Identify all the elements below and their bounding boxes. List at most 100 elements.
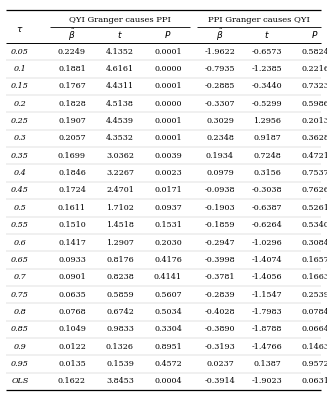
Text: 0.1657: 0.1657 [301,256,327,264]
Text: 0.1699: 0.1699 [58,152,86,160]
Text: -1.9622: -1.9622 [205,48,235,56]
Text: 0.8176: 0.8176 [106,256,134,264]
Text: -1.8788: -1.8788 [252,325,282,333]
Text: 0.4572: 0.4572 [154,360,182,368]
Text: 0.5034: 0.5034 [154,308,182,316]
Text: 0.0001: 0.0001 [154,134,182,142]
Text: 0.8951: 0.8951 [154,343,182,351]
Text: -0.6387: -0.6387 [252,204,282,212]
Text: 0.0171: 0.0171 [154,186,182,194]
Text: 0.25: 0.25 [11,117,29,125]
Text: 4.4539: 4.4539 [106,117,134,125]
Text: 0.1828: 0.1828 [58,100,86,108]
Text: -0.2839: -0.2839 [205,290,235,298]
Text: 4.5138: 4.5138 [106,100,134,108]
Text: 0.7248: 0.7248 [253,152,281,160]
Text: 0.75: 0.75 [11,290,29,298]
Text: -1.9023: -1.9023 [251,377,283,385]
Text: 0.0001: 0.0001 [154,48,182,56]
Text: 0.55: 0.55 [11,221,29,229]
Text: -0.4028: -0.4028 [205,308,235,316]
Text: 0.2: 0.2 [14,100,26,108]
Text: 1.4518: 1.4518 [106,221,134,229]
Text: -0.3193: -0.3193 [205,343,235,351]
Text: -0.5299: -0.5299 [252,100,282,108]
Text: -0.1859: -0.1859 [205,221,235,229]
Text: 0.0001: 0.0001 [154,82,182,90]
Text: 0.3084: 0.3084 [301,238,327,246]
Text: 0.2216: 0.2216 [301,65,327,73]
Text: 0.5824: 0.5824 [301,48,327,56]
Text: 0.0635: 0.0635 [58,290,86,298]
Text: 0.2249: 0.2249 [58,48,86,56]
Text: $\hat{\beta}$: $\hat{\beta}$ [68,27,76,43]
Text: 0.8238: 0.8238 [106,273,134,281]
Text: 0.5: 0.5 [14,204,26,212]
Text: QYI Granger causes PPI: QYI Granger causes PPI [69,16,171,24]
Text: 0.0135: 0.0135 [58,360,86,368]
Text: 4.6161: 4.6161 [106,65,134,73]
Text: 0.1539: 0.1539 [106,360,134,368]
Text: 0.0901: 0.0901 [58,273,86,281]
Text: 3.8453: 3.8453 [106,377,134,385]
Text: 0.4: 0.4 [14,169,26,177]
Text: 0.6742: 0.6742 [106,308,134,316]
Text: -0.3890: -0.3890 [205,325,235,333]
Text: 0.9572: 0.9572 [301,360,327,368]
Text: 0.7537: 0.7537 [301,169,327,177]
Text: 0.0000: 0.0000 [154,100,182,108]
Text: 0.2013: 0.2013 [301,117,327,125]
Text: 0.5261: 0.5261 [301,204,327,212]
Text: 0.85: 0.85 [11,325,29,333]
Text: 0.1907: 0.1907 [58,117,86,125]
Text: 0.0933: 0.0933 [58,256,86,264]
Text: 0.0001: 0.0001 [154,117,182,125]
Text: 0.0039: 0.0039 [154,152,182,160]
Text: 0.2348: 0.2348 [206,134,234,142]
Text: 0.05: 0.05 [11,48,29,56]
Text: 0.1510: 0.1510 [58,221,86,229]
Text: 2.4701: 2.4701 [106,186,134,194]
Text: 0.3628: 0.3628 [301,134,327,142]
Text: -1.4074: -1.4074 [252,256,282,264]
Text: 0.1663: 0.1663 [301,273,327,281]
Text: -0.3038: -0.3038 [252,186,282,194]
Text: 0.3156: 0.3156 [253,169,281,177]
Text: -0.7935: -0.7935 [205,65,235,73]
Text: 0.0937: 0.0937 [154,204,182,212]
Text: 0.6: 0.6 [14,238,26,246]
Text: -0.3440: -0.3440 [252,82,282,90]
Text: $t$: $t$ [264,30,270,40]
Text: 0.1611: 0.1611 [58,204,86,212]
Text: -1.1547: -1.1547 [252,290,282,298]
Text: 0.1463: 0.1463 [301,343,327,351]
Text: 1.7102: 1.7102 [106,204,134,212]
Text: 3.0362: 3.0362 [106,152,134,160]
Text: 0.1846: 0.1846 [58,169,86,177]
Text: 0.1049: 0.1049 [58,325,86,333]
Text: $t$: $t$ [117,30,123,40]
Text: 0.1417: 0.1417 [58,238,86,246]
Text: 0.2057: 0.2057 [58,134,86,142]
Text: 0.5986: 0.5986 [301,100,327,108]
Text: 0.1622: 0.1622 [58,377,86,385]
Text: $P$: $P$ [164,30,172,40]
Text: -0.6573: -0.6573 [252,48,282,56]
Text: 0.0004: 0.0004 [154,377,182,385]
Text: 0.5859: 0.5859 [106,290,134,298]
Text: 0.9187: 0.9187 [253,134,281,142]
Text: 0.1326: 0.1326 [106,343,134,351]
Text: -0.1903: -0.1903 [205,204,235,212]
Text: 0.8: 0.8 [14,308,26,316]
Text: 0.0631: 0.0631 [301,377,327,385]
Text: -0.2947: -0.2947 [205,238,235,246]
Text: 0.5607: 0.5607 [154,290,182,298]
Text: -0.2885: -0.2885 [205,82,235,90]
Text: 0.4141: 0.4141 [154,273,182,281]
Text: 4.4311: 4.4311 [106,82,134,90]
Text: 0.0768: 0.0768 [58,308,86,316]
Text: 0.0784: 0.0784 [301,308,327,316]
Text: 0.9833: 0.9833 [106,325,134,333]
Text: 0.7: 0.7 [14,273,26,281]
Text: 0.1881: 0.1881 [58,65,86,73]
